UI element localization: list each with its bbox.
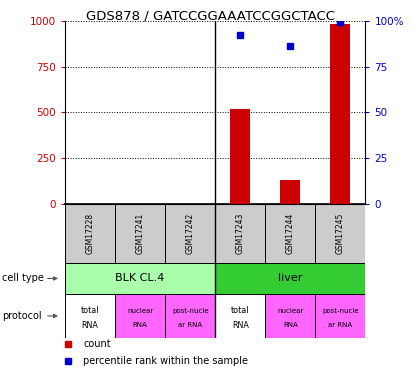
Bar xyxy=(215,294,265,338)
Text: count: count xyxy=(83,339,111,349)
Text: RNA: RNA xyxy=(133,322,147,328)
Text: liver: liver xyxy=(278,273,302,284)
Text: post-nucle: post-nucle xyxy=(172,308,209,314)
Text: ar RNA: ar RNA xyxy=(328,322,352,328)
Text: RNA: RNA xyxy=(283,322,298,328)
Bar xyxy=(165,294,215,338)
Text: GSM17228: GSM17228 xyxy=(86,213,94,254)
Text: GSM17243: GSM17243 xyxy=(236,213,245,254)
Bar xyxy=(165,204,215,262)
Text: protocol: protocol xyxy=(2,311,42,321)
Text: GSM17244: GSM17244 xyxy=(286,213,295,254)
Text: total: total xyxy=(81,306,100,315)
Text: BLK CL.4: BLK CL.4 xyxy=(116,273,165,284)
Text: GSM17242: GSM17242 xyxy=(186,213,195,254)
Text: RNA: RNA xyxy=(232,321,249,330)
Text: GDS878 / GATCCGGAAATCCGGCTACC: GDS878 / GATCCGGAAATCCGGCTACC xyxy=(86,9,334,22)
Bar xyxy=(115,204,165,262)
Text: percentile rank within the sample: percentile rank within the sample xyxy=(83,356,248,366)
Bar xyxy=(65,204,115,262)
Text: RNA: RNA xyxy=(81,321,99,330)
Bar xyxy=(230,109,250,204)
Bar xyxy=(215,262,365,294)
Bar xyxy=(280,180,300,204)
Bar xyxy=(65,262,215,294)
Bar xyxy=(315,204,365,262)
Text: nuclear: nuclear xyxy=(127,308,153,314)
Text: post-nucle: post-nucle xyxy=(322,308,359,314)
Bar xyxy=(115,294,165,338)
Text: nuclear: nuclear xyxy=(277,308,303,314)
Text: cell type: cell type xyxy=(2,273,44,284)
Bar xyxy=(265,294,315,338)
Text: GSM17241: GSM17241 xyxy=(136,213,144,254)
Text: GSM17245: GSM17245 xyxy=(336,213,345,254)
Text: total: total xyxy=(231,306,249,315)
Bar xyxy=(265,204,315,262)
Bar xyxy=(315,294,365,338)
Text: ar RNA: ar RNA xyxy=(178,322,202,328)
Bar xyxy=(331,24,350,204)
Bar xyxy=(215,204,265,262)
Bar xyxy=(65,294,115,338)
